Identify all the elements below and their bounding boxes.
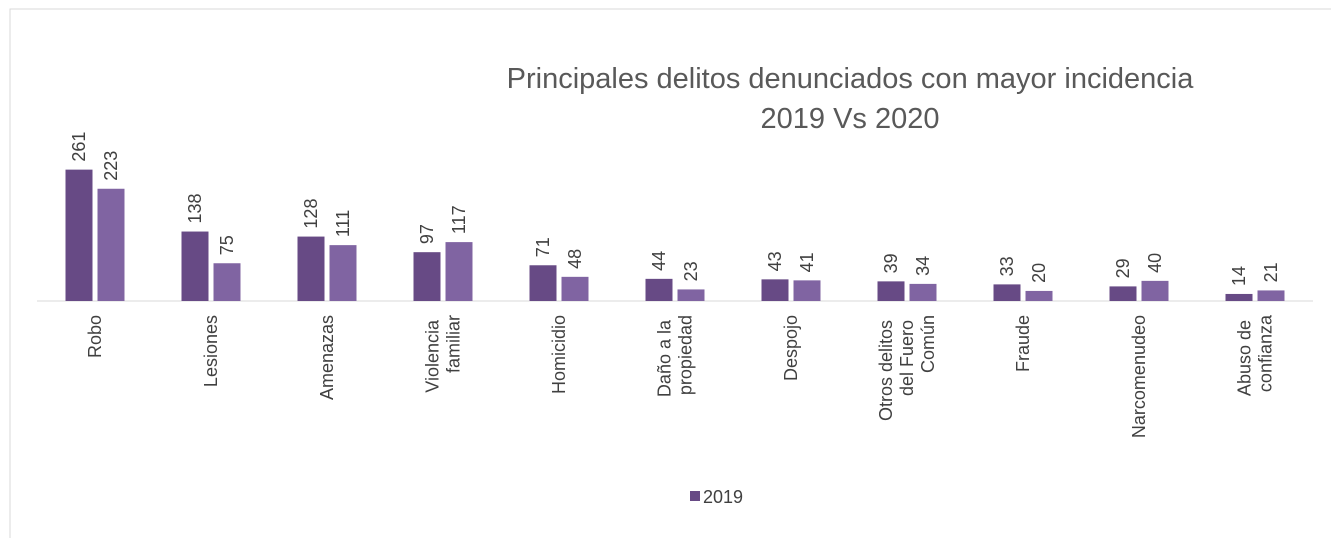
data-label: 97 bbox=[417, 224, 437, 244]
bar bbox=[529, 265, 557, 301]
x-tick-label: Despojo bbox=[781, 315, 801, 381]
x-tick-label-line: familiar bbox=[444, 315, 464, 373]
x-tick-label: Otros delitos del Fuero Común bbox=[876, 315, 938, 421]
bar bbox=[645, 278, 673, 301]
x-tick-label-line: Daño a la bbox=[655, 315, 675, 397]
bar bbox=[97, 188, 125, 301]
x-tick-label-line: Violencia bbox=[423, 315, 443, 393]
bar bbox=[1141, 280, 1169, 301]
data-label: 48 bbox=[565, 249, 585, 269]
bar bbox=[1025, 290, 1053, 301]
data-label: 128 bbox=[301, 199, 321, 229]
data-label: 20 bbox=[1029, 263, 1049, 283]
x-tick-label-line: Lesiones bbox=[201, 315, 221, 387]
data-label: 223 bbox=[101, 151, 121, 181]
bar bbox=[329, 245, 357, 301]
bar bbox=[993, 284, 1021, 301]
x-tick-label: Violencia familiar bbox=[423, 315, 464, 393]
bar bbox=[1225, 293, 1253, 301]
x-tick-label-line: Despojo bbox=[781, 315, 801, 381]
x-tick-label-line: Amenazas bbox=[317, 315, 337, 400]
bar bbox=[909, 283, 937, 301]
legend-swatch bbox=[690, 491, 700, 501]
bar bbox=[877, 281, 905, 301]
data-label: 117 bbox=[449, 205, 469, 234]
x-tick-label: Fraude bbox=[1013, 315, 1033, 372]
chart-title: 2019 Vs 2020 bbox=[761, 103, 940, 135]
x-tick-label: Lesiones bbox=[201, 315, 221, 387]
x-tick-label: Robo bbox=[85, 315, 105, 358]
bar bbox=[413, 252, 441, 301]
bar bbox=[793, 280, 821, 301]
data-label: 34 bbox=[913, 256, 933, 276]
x-tick-label: Narcomenudeo bbox=[1129, 315, 1149, 438]
x-tick-label-line: Narcomenudeo bbox=[1129, 315, 1149, 438]
bar bbox=[213, 263, 241, 301]
bar bbox=[1257, 290, 1285, 301]
legend-label: 2019 bbox=[703, 487, 743, 507]
x-tick-label: Abuso de confianza bbox=[1235, 314, 1276, 396]
bar bbox=[761, 279, 789, 301]
chart-title: Principales delitos denunciados con mayo… bbox=[507, 63, 1195, 95]
bar bbox=[181, 231, 209, 301]
x-tick-label-line: Abuso de bbox=[1235, 315, 1255, 396]
x-tick-label-line: propiedad bbox=[676, 315, 696, 395]
data-label: 71 bbox=[533, 237, 553, 257]
data-label: 138 bbox=[185, 193, 205, 223]
data-label: 43 bbox=[765, 251, 785, 271]
x-tick-label-line: del Fuero bbox=[897, 315, 917, 396]
data-label: 39 bbox=[881, 253, 901, 273]
data-label: 14 bbox=[1229, 266, 1249, 286]
data-label: 44 bbox=[649, 251, 669, 271]
bar bbox=[445, 242, 473, 301]
bar bbox=[561, 276, 589, 301]
x-tick-label-line: Robo bbox=[85, 315, 105, 358]
x-tick-label: Homicidio bbox=[549, 315, 569, 394]
x-tick-label: Daño a la propiedad bbox=[655, 315, 696, 397]
data-label: 111 bbox=[333, 210, 353, 237]
bar bbox=[1109, 286, 1137, 301]
data-label: 23 bbox=[681, 261, 701, 281]
data-label: 40 bbox=[1145, 253, 1165, 273]
data-label: 33 bbox=[997, 256, 1017, 276]
x-tick-label-line: Fraude bbox=[1013, 315, 1033, 372]
x-tick-label-line: Común bbox=[918, 315, 938, 373]
bar bbox=[677, 289, 705, 301]
chart-border bbox=[9, 8, 1331, 538]
bar bbox=[297, 236, 325, 301]
x-tick-label-line: confianza bbox=[1256, 314, 1276, 392]
data-label: 261 bbox=[69, 132, 89, 162]
data-label: 29 bbox=[1113, 258, 1133, 278]
data-label: 75 bbox=[217, 235, 237, 255]
x-tick-label-line: Otros delitos bbox=[876, 315, 896, 421]
x-tick-label-line: Homicidio bbox=[549, 315, 569, 394]
x-tick-label: Amenazas bbox=[317, 315, 337, 400]
data-label: 21 bbox=[1261, 262, 1281, 282]
bar bbox=[65, 169, 93, 301]
data-label: 41 bbox=[797, 252, 817, 272]
